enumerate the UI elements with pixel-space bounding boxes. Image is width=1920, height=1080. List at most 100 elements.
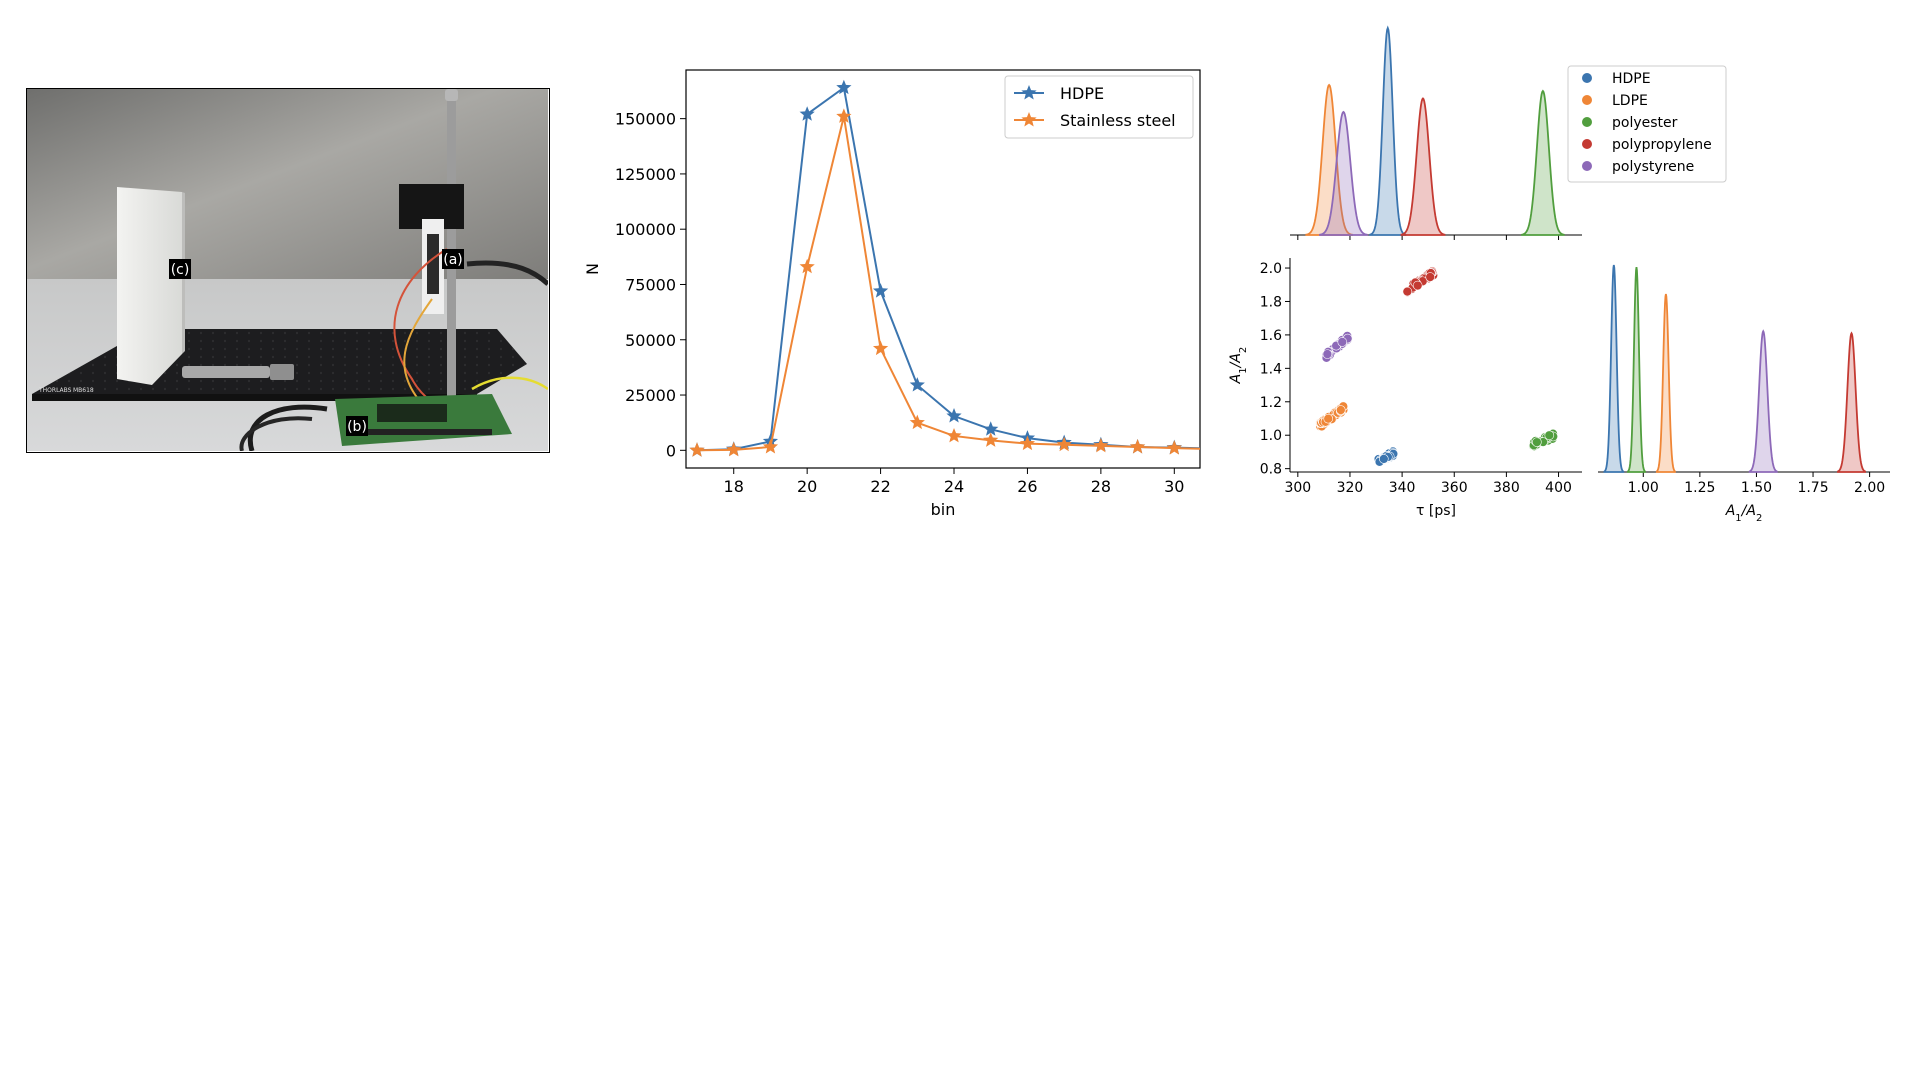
data-point [1413,275,1424,286]
legend-marker [1582,117,1592,127]
data-point [1330,411,1340,422]
data-point [1319,414,1330,425]
data-point [1318,417,1328,427]
data-point [1420,271,1431,282]
data-point [1416,276,1427,286]
data-point [799,106,815,121]
data-point [1203,441,1218,455]
data-point [1411,277,1422,287]
data-point [946,408,962,423]
data-point [1412,279,1423,290]
data-point [726,441,742,456]
data-point [1315,418,1325,428]
data-point [1342,334,1353,345]
data-point [1528,441,1539,451]
data-point [1376,456,1386,466]
x-tick-label: 300 [1284,480,1311,496]
data-point [1383,452,1394,463]
data-point [1387,448,1397,459]
photo-model: MB618 [73,387,94,394]
x-tick-label: 22 [870,477,890,496]
data-point [1336,407,1346,418]
data-point [1421,270,1432,281]
data-point [1317,416,1328,427]
data-point [1334,341,1345,352]
data-point [1541,433,1552,444]
data-point [1379,453,1389,463]
data-point [1331,407,1342,418]
data-point [1540,432,1551,443]
legend-entry: HDPE [1612,71,1651,87]
legend-entry: polyester [1612,115,1678,131]
x-tick-label: 340 [1389,480,1416,496]
data-point [1342,331,1353,341]
data-point [1383,452,1393,462]
data-point [1339,335,1350,346]
data-point [1543,435,1553,446]
legend-marker [1021,85,1037,100]
x-axis-label: A1/A2 [1725,503,1763,524]
data-point [1056,436,1072,452]
series-line [696,116,1200,452]
data-point [1426,268,1436,278]
data-point [1325,350,1335,360]
data-point [1342,332,1353,343]
data-point [1543,430,1554,441]
data-point [1333,407,1343,418]
data-point [1388,448,1399,458]
data-point [1203,441,1218,455]
density-hdpe [1603,264,1625,473]
data-point [1093,436,1109,452]
data-point [1424,268,1435,278]
y-tick-label: 1.4 [1260,361,1282,377]
data-point [1338,338,1348,349]
data-point [1324,350,1335,360]
data-point [1415,276,1426,287]
data-point [1531,436,1542,447]
data-point [1331,343,1342,354]
data-point [1335,406,1346,416]
data-point [1531,437,1542,447]
legend-marker [1582,95,1592,105]
data-point [1388,447,1398,457]
x-tick-label: 1.75 [1797,480,1828,496]
data-point [1386,450,1397,460]
data-point [1383,450,1394,461]
density-polypropylene [1400,97,1446,236]
line-chart-frame [685,69,1201,469]
data-point [1336,338,1347,349]
x-tick-label: 26 [1017,477,1037,496]
data-point [1342,333,1353,344]
legend-entry: polystyrene [1612,159,1694,175]
data-point [1413,277,1424,288]
data-point [1410,277,1421,288]
data-point [983,432,999,447]
data-point [1411,279,1422,290]
data-point [1386,450,1397,461]
data-point [1315,421,1326,432]
data-point [1384,451,1395,462]
data-point [1411,278,1421,289]
data-point [1529,437,1539,448]
x-tick-label: 20 [797,477,817,496]
density-polyester [1626,266,1646,473]
data-point [1339,336,1350,347]
data-point [1328,410,1339,420]
data-point [1320,416,1331,427]
data-point [1537,437,1548,447]
data-point [1417,276,1428,287]
data-point [1322,349,1333,359]
cluster-polystyrene [1321,331,1353,363]
data-point [1402,286,1413,297]
cluster-polyester [1528,428,1558,451]
data-point [1332,408,1343,418]
data-point [1544,430,1555,441]
y-tick-label: 75000 [625,275,676,294]
data-point [872,340,889,356]
data-point [1385,450,1395,460]
data-point [1340,332,1351,343]
data-point [1331,340,1341,351]
data-point [1408,278,1419,289]
data-point [1425,272,1435,282]
legend-marker [1582,73,1592,83]
